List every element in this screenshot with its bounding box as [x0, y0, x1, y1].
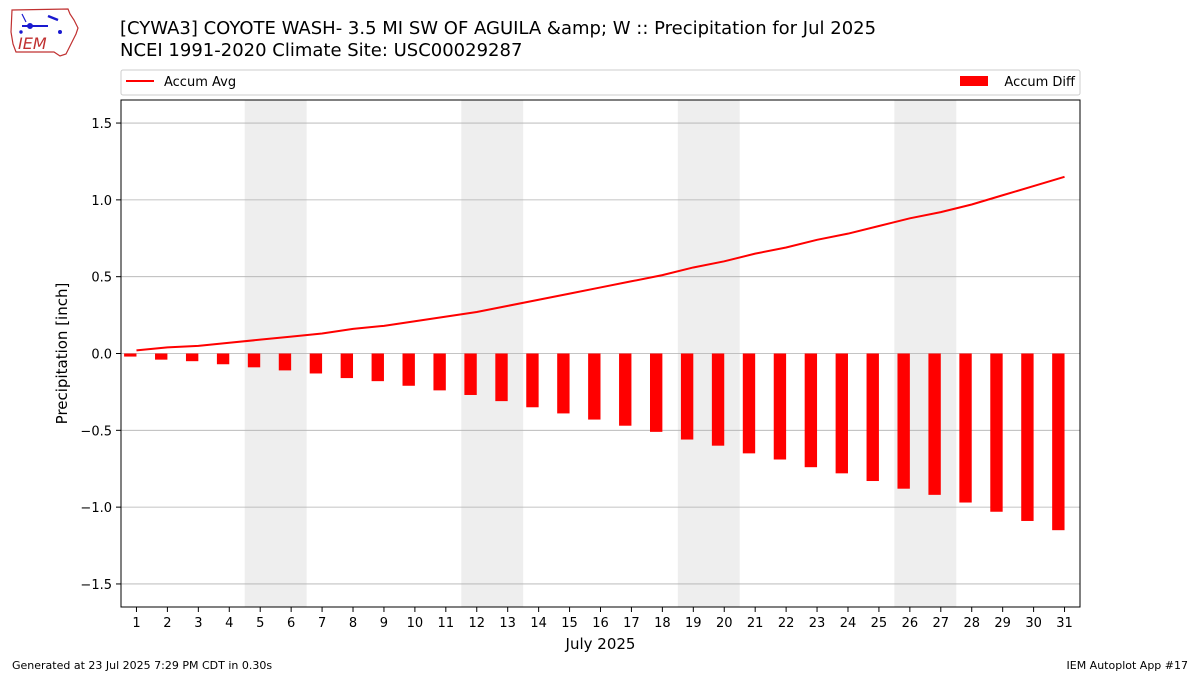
x-tick-label: 19 [685, 616, 702, 631]
y-tick-label: 1.5 [91, 117, 112, 132]
iem-logo: IEM [10, 8, 79, 57]
accum-diff-bars [124, 353, 1065, 531]
accum-diff-bar [155, 353, 168, 360]
accum-diff-bar [247, 353, 261, 368]
legend: Accum Avg Accum Diff [120, 69, 1081, 96]
accum-diff-bar [773, 353, 787, 460]
x-tick-label: 28 [963, 616, 980, 631]
accum-diff-bar [619, 353, 632, 426]
x-tick-label: 2 [163, 616, 171, 631]
accum-diff-bar [402, 353, 415, 386]
x-tick-label: 29 [994, 616, 1011, 631]
x-tick-label: 13 [499, 616, 516, 631]
x-tick-label: 27 [933, 616, 950, 631]
accum-diff-bar [185, 353, 199, 362]
chart-title: [CYWA3] COYOTE WASH- 3.5 MI SW OF AGUILA… [120, 18, 877, 39]
x-tick-label: 12 [468, 616, 485, 631]
accum-diff-bar [680, 353, 694, 440]
x-tick-label: 23 [809, 616, 826, 631]
x-tick-label: 8 [349, 616, 357, 631]
accum-diff-bar [433, 353, 446, 391]
y-axis-label: Precipitation [inch] [53, 283, 71, 425]
weather-station-icon [19, 13, 62, 34]
accum-diff-bar [124, 353, 137, 357]
accum-diff-bar [1052, 353, 1065, 531]
x-tick-label: 25 [871, 616, 888, 631]
accum-diff-bar [835, 353, 848, 474]
accum-diff-bar [340, 353, 354, 379]
accum-diff-bar [278, 353, 292, 371]
accum-diff-bar [588, 353, 601, 420]
legend-accum-diff-label: Accum Diff [1004, 75, 1076, 90]
x-tick-label: 21 [747, 616, 764, 631]
x-tick-label: 17 [623, 616, 640, 631]
x-tick-label: 14 [530, 616, 547, 631]
iowa-outline-icon [10, 8, 79, 57]
x-tick-label: 16 [592, 616, 609, 631]
y-tick-label: −0.5 [80, 424, 112, 439]
accum-diff-bar [1021, 353, 1034, 521]
x-axis-ticks: 1 2 3 4 5 6 7 8 9 10 11 12 13 14 15 16 17 18 19 20 21 22 23 24 2… [132, 607, 1073, 631]
x-tick-label: 11 [438, 616, 455, 631]
x-axis-label: July 2025 [565, 635, 636, 653]
app-credit: IEM Autoplot App #17 [1066, 659, 1189, 672]
x-tick-label: 1 [132, 616, 140, 631]
y-tick-label: 1.0 [91, 194, 112, 209]
accum-diff-bar [464, 353, 477, 395]
legend-box [120, 69, 1081, 96]
x-tick-label: 9 [380, 616, 388, 631]
accum-avg-line-layer [136, 175, 1065, 352]
x-tick-label: 3 [194, 616, 202, 631]
generated-timestamp: Generated at 23 Jul 2025 7:29 PM CDT in … [12, 659, 273, 672]
x-tick-label: 22 [778, 616, 795, 631]
x-tick-label: 15 [561, 616, 578, 631]
x-tick-label: 4 [225, 616, 233, 631]
accum-diff-bar [804, 353, 818, 468]
accum-diff-bar [495, 353, 508, 402]
accum-diff-bar [711, 353, 725, 446]
x-tick-label: 7 [318, 616, 326, 631]
x-tick-label: 20 [716, 616, 733, 631]
accum-diff-bar [866, 353, 879, 482]
accum-diff-bar [649, 353, 663, 432]
y-tick-label: 0.0 [91, 348, 112, 363]
accum-diff-bar [897, 353, 910, 489]
logo-text: IEM [18, 34, 47, 53]
x-tick-label: 18 [654, 616, 671, 631]
chart-subtitle: NCEI 1991-2020 Climate Site: USC00029287 [120, 40, 523, 61]
x-tick-label: 26 [902, 616, 919, 631]
y-tick-label: −1.5 [80, 578, 112, 593]
x-tick-label: 6 [287, 616, 295, 631]
x-tick-label: 5 [256, 616, 264, 631]
accum-diff-bar [526, 353, 539, 408]
accum-diff-bar [990, 353, 1003, 512]
x-tick-label: 31 [1056, 616, 1073, 631]
accum-diff-bar [309, 353, 323, 374]
accum-diff-bar [557, 353, 570, 414]
x-tick-label: 10 [407, 616, 424, 631]
legend-accum-avg-label: Accum Avg [164, 75, 236, 90]
y-tick-label: 0.5 [91, 271, 112, 286]
accum-diff-bar [959, 353, 972, 503]
x-tick-label: 24 [840, 616, 857, 631]
accum-diff-bar [928, 353, 941, 495]
y-axis-ticks: −1.5 −1.0 −0.5 0.0 0.5 1.0 1.5 [80, 117, 121, 593]
accum-diff-bar [216, 353, 230, 365]
legend-accum-diff-swatch [960, 76, 988, 86]
accum-diff-bar [371, 353, 384, 382]
accum-diff-bar [742, 353, 756, 454]
y-tick-label: −1.0 [80, 501, 112, 516]
x-tick-label: 30 [1025, 616, 1042, 631]
accum-avg-line [136, 175, 1065, 352]
